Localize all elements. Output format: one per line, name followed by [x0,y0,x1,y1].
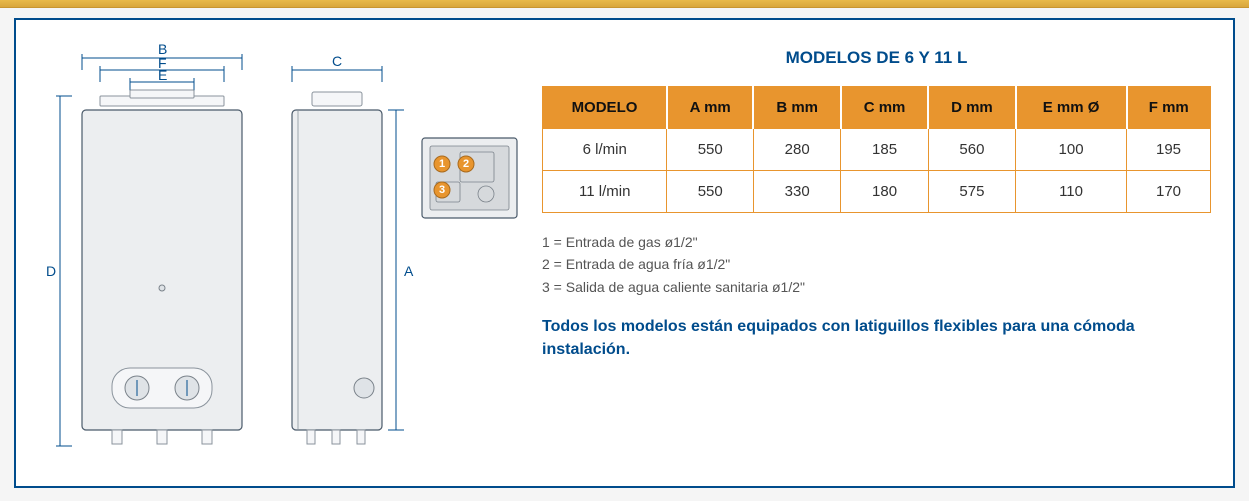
cell: 185 [841,129,928,171]
gold-top-bar [0,0,1249,8]
legend-line: 3 = Salida de agua caliente sanitaria ø1… [542,276,1211,298]
cell: 550 [667,171,753,213]
dim-label-E: E [158,67,167,83]
col-b: B mm [753,87,840,129]
marker-3: 3 [439,184,445,196]
cell: 11 l/min [543,171,667,213]
legend: 1 = Entrada de gas ø1/2" 2 = Entrada de … [542,231,1211,298]
col-a: A mm [667,87,753,129]
cell: 195 [1127,129,1211,171]
marker-1: 1 [439,158,445,170]
cell: 560 [928,129,1015,171]
table-row: 11 l/min 550 330 180 575 110 170 [543,171,1211,213]
section-title: MODELOS DE 6 Y 11 L [542,48,1211,68]
table-header-row: MODELO A mm B mm C mm D mm E mm Ø F mm [543,87,1211,129]
dim-label-C: C [332,53,342,69]
main-frame: B F E [14,18,1235,488]
dim-label-A: A [404,263,414,279]
data-panel: MODELOS DE 6 Y 11 L MODELO A mm B mm C m… [522,38,1211,468]
spec-table: MODELO A mm B mm C mm D mm E mm Ø F mm 6… [542,86,1211,213]
col-modelo: MODELO [543,87,667,129]
col-d: D mm [928,87,1015,129]
cell: 100 [1016,129,1127,171]
cell: 170 [1127,171,1211,213]
cell: 180 [841,171,928,213]
diagram-panel: B F E [42,38,522,468]
cell: 550 [667,129,753,171]
dim-label-D: D [46,263,56,279]
marker-2: 2 [463,158,469,170]
cell: 280 [753,129,840,171]
col-c: C mm [841,87,928,129]
col-e: E mm Ø [1016,87,1127,129]
table-row: 6 l/min 550 280 185 560 100 195 [543,129,1211,171]
col-f: F mm [1127,87,1211,129]
cell: 110 [1016,171,1127,213]
cell: 575 [928,171,1015,213]
install-note: Todos los modelos están equipados con la… [542,316,1211,361]
legend-line: 2 = Entrada de agua fría ø1/2" [542,253,1211,275]
cell: 6 l/min [543,129,667,171]
legend-line: 1 = Entrada de gas ø1/2" [542,231,1211,253]
cell: 330 [753,171,840,213]
technical-drawing: B F E [42,38,522,468]
